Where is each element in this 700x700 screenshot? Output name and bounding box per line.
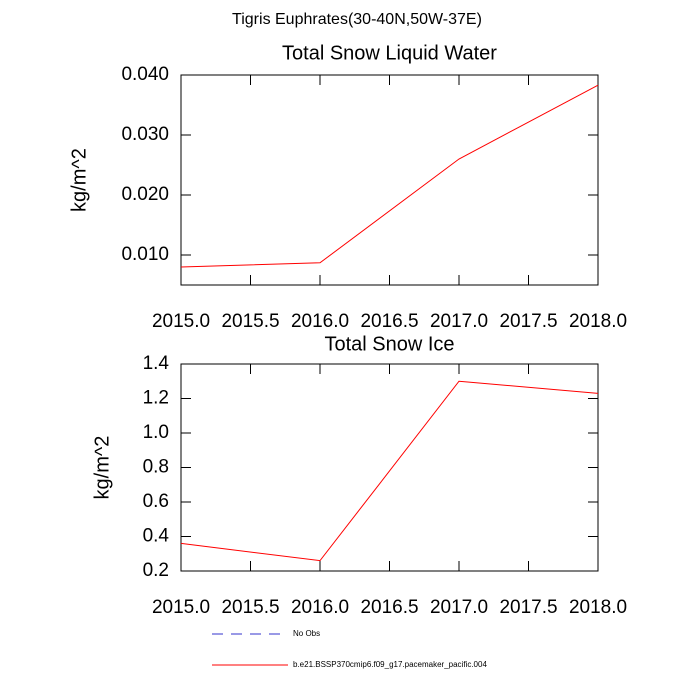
x-tick-label: 2015.5 bbox=[221, 597, 279, 618]
y-tick-label: 0.8 bbox=[143, 457, 169, 478]
y-tick-label: 0.4 bbox=[143, 526, 170, 547]
panel-title: Total Snow Liquid Water bbox=[282, 42, 497, 64]
x-tick-label: 2016.5 bbox=[360, 597, 418, 618]
x-tick-label: 2017.0 bbox=[430, 311, 488, 332]
y-tick-label: 0.040 bbox=[121, 64, 169, 85]
x-tick-label: 2017.5 bbox=[499, 311, 557, 332]
legend-label: b.e21.BSSP370cmip6.f09_g17.pacemaker_pac… bbox=[293, 660, 487, 669]
x-tick-label: 2018.0 bbox=[569, 311, 627, 332]
y-axis-label: kg/m^2 bbox=[91, 436, 113, 500]
series-line bbox=[180, 84, 599, 268]
y-axis-label: kg/m^2 bbox=[68, 148, 90, 212]
x-tick-label: 2016.0 bbox=[291, 311, 349, 332]
x-tick-label: 2015.5 bbox=[221, 311, 279, 332]
series-line bbox=[180, 380, 599, 562]
y-tick-label: 0.020 bbox=[121, 184, 169, 205]
y-tick-label: 0.2 bbox=[143, 560, 169, 581]
legend-label: No Obs bbox=[293, 629, 320, 638]
x-tick-label: 2016.0 bbox=[291, 597, 349, 618]
figure-title: Tigris Euphrates(30-40N,50W-37E) bbox=[232, 11, 482, 28]
y-tick-label: 1.4 bbox=[143, 353, 170, 374]
y-tick-label: 1.2 bbox=[143, 388, 169, 409]
x-tick-label: 2017.0 bbox=[430, 597, 488, 618]
plot-frame bbox=[180, 363, 599, 572]
x-tick-label: 2018.0 bbox=[569, 597, 627, 618]
x-tick-label: 2017.5 bbox=[499, 597, 557, 618]
y-tick-label: 1.0 bbox=[143, 422, 169, 443]
x-tick-label: 2015.0 bbox=[152, 311, 210, 332]
x-tick-label: 2015.0 bbox=[152, 597, 210, 618]
panel-title: Total Snow Ice bbox=[324, 333, 454, 355]
x-tick-label: 2016.5 bbox=[360, 311, 418, 332]
y-tick-label: 0.010 bbox=[121, 244, 169, 265]
plot-frame bbox=[180, 74, 599, 286]
y-tick-label: 0.6 bbox=[143, 491, 169, 512]
y-tick-label: 0.030 bbox=[121, 124, 169, 145]
